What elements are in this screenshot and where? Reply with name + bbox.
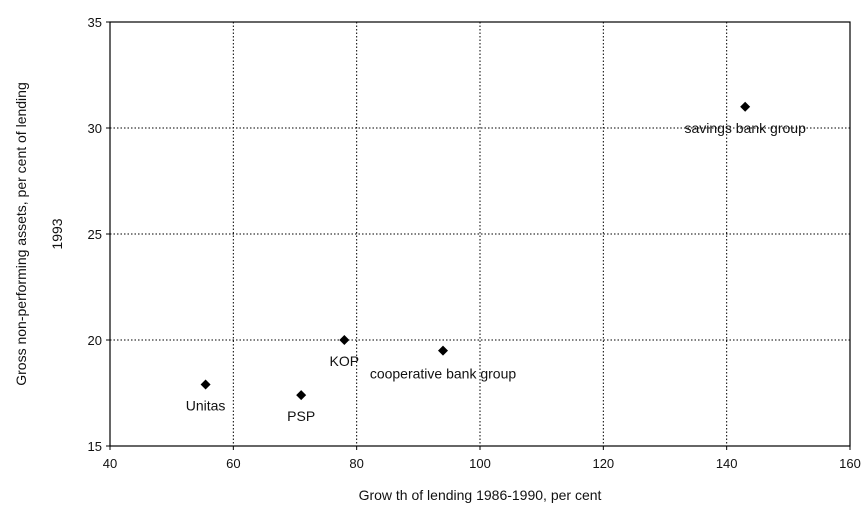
y-tick-label: 15: [88, 439, 102, 454]
y-axis-label-line2: 1993: [49, 218, 65, 249]
y-tick-label: 25: [88, 227, 102, 242]
data-point: [438, 345, 448, 356]
data-point: [740, 101, 751, 112]
data-point-label: KOP: [330, 353, 360, 369]
data-point: [200, 379, 211, 390]
x-tick-label: 140: [716, 456, 738, 471]
data-point-label: PSP: [287, 408, 315, 424]
data-point-label: savings bank group: [684, 120, 806, 136]
x-tick-label: 160: [839, 456, 861, 471]
x-tick-label: 120: [592, 456, 614, 471]
x-tick-label: 40: [103, 456, 117, 471]
y-tick-label: 35: [88, 15, 102, 30]
x-tick-label: 60: [226, 456, 240, 471]
tick-labels: 40 60 80 100 120 140 160 15 20 25 30 35: [88, 15, 861, 471]
data-point: [296, 390, 307, 401]
x-axis-label: Grow th of lending 1986-1990, per cent: [359, 487, 602, 503]
data-point-label: Unitas: [186, 398, 226, 414]
x-tick-label: 80: [349, 456, 363, 471]
y-tick-label: 30: [88, 121, 102, 136]
grid: [110, 22, 850, 446]
data-points: Unitas PSP KOP cooperative bank group saving…: [186, 101, 806, 424]
data-point-label: cooperative bank group: [370, 366, 517, 382]
x-tick-label: 100: [469, 456, 491, 471]
y-axis-label: Gross non-performing assets, per cent of…: [13, 82, 29, 386]
y-tick-label: 20: [88, 333, 102, 348]
data-point: [339, 335, 350, 345]
